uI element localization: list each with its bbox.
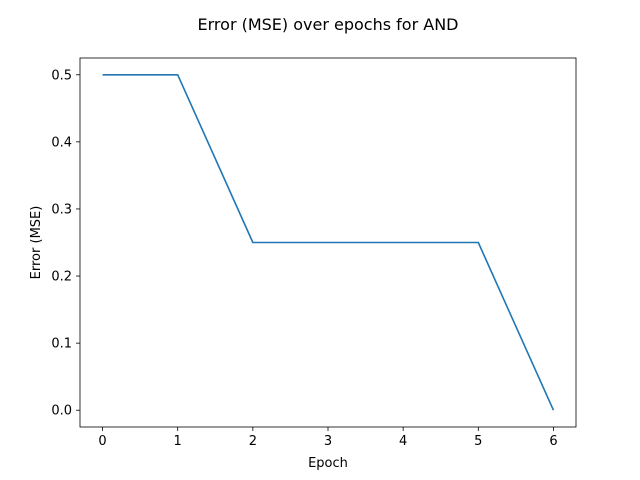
x-tick-label: 6 <box>549 434 557 449</box>
x-tick-label: 3 <box>324 434 332 449</box>
series-line <box>102 73 555 411</box>
chart-title: Error (MSE) over epochs for AND <box>198 15 459 34</box>
y-tick-label: 0.1 <box>51 337 72 352</box>
x-tick-label: 5 <box>474 434 482 449</box>
y-tick-label: 0.5 <box>51 68 72 83</box>
x-tick-label: 1 <box>174 434 182 449</box>
y-tick-label: 0.4 <box>51 135 72 150</box>
series-layer <box>102 73 555 411</box>
y-tick-label: 0.3 <box>51 202 72 217</box>
x-tick-label: 4 <box>399 434 407 449</box>
x-axis-label: Epoch <box>308 456 348 471</box>
x-tick-label: 2 <box>249 434 257 449</box>
y-tick-label: 0.2 <box>51 270 72 285</box>
y-axis-label: Error (MSE) <box>29 206 44 280</box>
y-axis-ticks: 0.0 0.1 0.2 0.3 0.4 0.5 <box>51 68 80 419</box>
x-axis-ticks: 0 1 2 3 4 5 6 <box>98 427 558 449</box>
x-tick-label: 0 <box>98 434 106 449</box>
y-tick-label: 0.0 <box>51 404 72 419</box>
